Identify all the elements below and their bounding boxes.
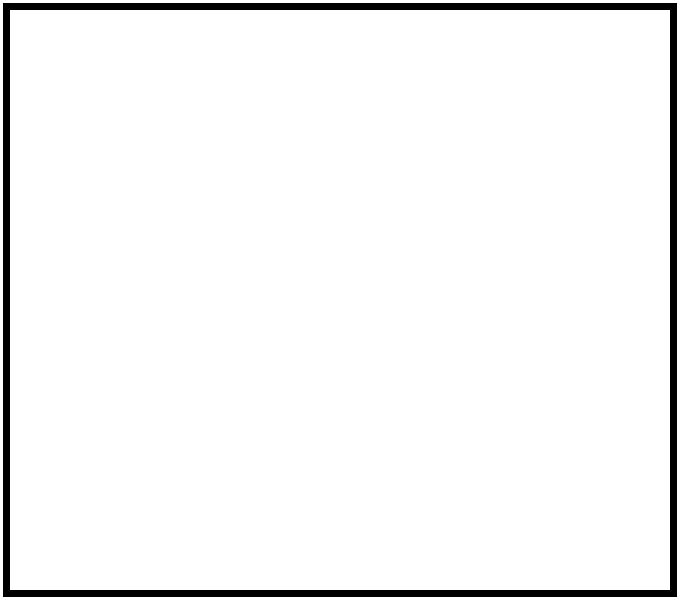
label-small-business-name-line2: Business: [522, 139, 594, 160]
label-small-business-value: $5,740: [522, 186, 576, 207]
label-global-specialty-value: $3,596: [52, 149, 106, 170]
label-other-percent: 1%: [377, 138, 403, 159]
label-middle-large-name-line1: Middle &: [120, 468, 189, 489]
label-global-specialty: Global Specialty $3,596 26%: [52, 78, 178, 243]
leader-line-other: [336, 46, 374, 114]
label-other-name: Other: [377, 44, 421, 65]
label-small-business: Small Business $5,740 41%: [522, 68, 593, 280]
label-global-specialty-percent: 26%: [52, 196, 88, 217]
label-other: Other $64 1%: [377, 20, 421, 185]
label-middle-large-business: Middle & Large Business $4,483 32%: [120, 444, 191, 600]
label-middle-large-name-line2: Large: [120, 515, 165, 536]
label-middle-large-name-line3: Business: [120, 562, 192, 583]
label-global-specialty-name: Global Specialty: [52, 102, 179, 123]
slice-global-specialty[interactable]: [156, 114, 334, 287]
label-small-business-percent: 41%: [522, 233, 558, 254]
label-small-business-name-line1: Small: [522, 92, 566, 113]
label-other-value: $64: [377, 91, 407, 112]
donut-slices: [154, 113, 528, 485]
